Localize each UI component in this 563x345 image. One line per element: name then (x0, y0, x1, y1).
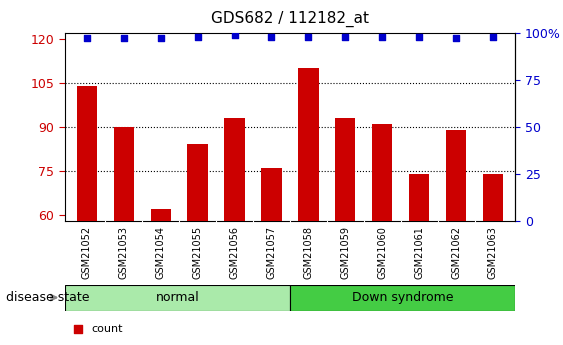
Text: normal: normal (155, 291, 199, 304)
Text: GSM21061: GSM21061 (414, 226, 424, 279)
Point (304, 34, 313, 39)
Point (193, 34, 202, 39)
Text: GSM21054: GSM21054 (156, 226, 166, 279)
Bar (335, 118, 355, 221)
Bar (298, 68, 319, 221)
Text: GDS682 / 112182_at: GDS682 / 112182_at (211, 10, 369, 27)
Text: GSM21052: GSM21052 (82, 226, 92, 279)
Text: GSM21059: GSM21059 (340, 226, 350, 279)
Point (341, 34, 350, 39)
Text: GSM21058: GSM21058 (303, 226, 314, 279)
Text: GSM21057: GSM21057 (266, 226, 276, 279)
Text: count: count (92, 325, 123, 334)
Bar (114, 127, 134, 221)
Bar (483, 174, 503, 221)
Point (156, 36, 165, 41)
Point (378, 34, 387, 39)
Bar (187, 145, 208, 221)
Text: GSM21053: GSM21053 (119, 226, 129, 279)
Point (489, 34, 498, 39)
Text: GSM21056: GSM21056 (230, 226, 240, 279)
Point (82, 36, 91, 41)
Point (267, 34, 276, 39)
Point (415, 34, 424, 39)
Text: Down syndrome: Down syndrome (352, 291, 453, 304)
Text: GSM21060: GSM21060 (377, 226, 387, 279)
Bar (225, 118, 245, 221)
Bar (290, 285, 515, 310)
Bar (409, 174, 430, 221)
Point (230, 32, 239, 37)
Bar (261, 168, 282, 221)
Text: disease state: disease state (6, 291, 89, 304)
Bar (446, 130, 466, 221)
Point (452, 36, 461, 41)
Text: GSM21055: GSM21055 (193, 226, 203, 279)
Text: GSM21062: GSM21062 (451, 226, 461, 279)
Point (119, 36, 128, 41)
Bar (77, 86, 97, 221)
Bar (65, 285, 290, 310)
Bar (372, 124, 392, 221)
Point (74, 327, 83, 332)
Text: GSM21063: GSM21063 (488, 226, 498, 279)
Bar (150, 209, 171, 221)
